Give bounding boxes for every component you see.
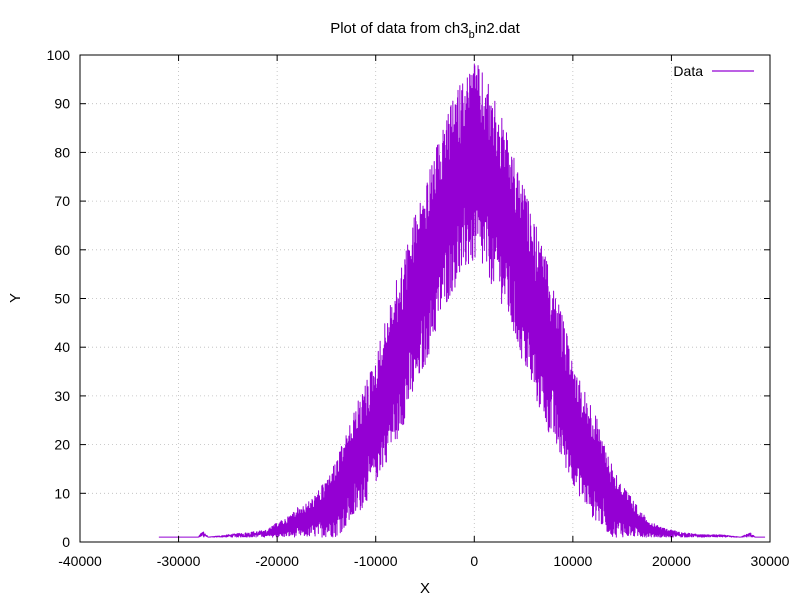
chart-title-suffix: in2.dat — [475, 20, 521, 37]
x-tick-label: -40000 — [58, 553, 102, 569]
chart-title-main: Plot of data from ch3 — [330, 20, 468, 37]
y-tick-label: 70 — [54, 193, 70, 209]
y-tick-label: 100 — [47, 47, 71, 63]
y-tick-label: 0 — [62, 534, 70, 550]
tick-marks — [79, 54, 771, 543]
y-tick-label: 40 — [54, 339, 70, 355]
x-tick-label: -30000 — [157, 553, 201, 569]
legend: Data — [673, 63, 754, 79]
legend-label: Data — [673, 63, 703, 79]
y-tick-label: 90 — [54, 96, 70, 112]
y-tick-label: 50 — [54, 291, 70, 307]
data-series-line — [158, 63, 766, 538]
data-layer — [158, 63, 766, 538]
x-axis-label: X — [420, 580, 430, 597]
x-tick-label: 20000 — [652, 553, 691, 569]
y-tick-label: 30 — [54, 388, 70, 404]
x-tick-label: 30000 — [751, 553, 790, 569]
x-tick-label: -20000 — [255, 553, 299, 569]
y-tick-label: 80 — [54, 144, 70, 160]
chart-title: Plot of data from ch3bin2.dat — [330, 20, 520, 41]
y-tick-labels: 0 10 20 30 40 50 60 70 80 90 100 — [47, 47, 71, 550]
x-tick-label: 10000 — [553, 553, 592, 569]
y-tick-label: 10 — [54, 485, 70, 501]
y-tick-label: 60 — [54, 242, 70, 258]
x-tick-label: -10000 — [354, 553, 398, 569]
chart-title-subscript: b — [469, 29, 475, 41]
x-tick-label: 0 — [470, 553, 478, 569]
y-tick-label: 20 — [54, 437, 70, 453]
y-axis-label: Y — [7, 293, 24, 303]
x-tick-labels: -40000 -30000 -20000 -10000 0 10000 20000 30000 — [58, 553, 789, 569]
